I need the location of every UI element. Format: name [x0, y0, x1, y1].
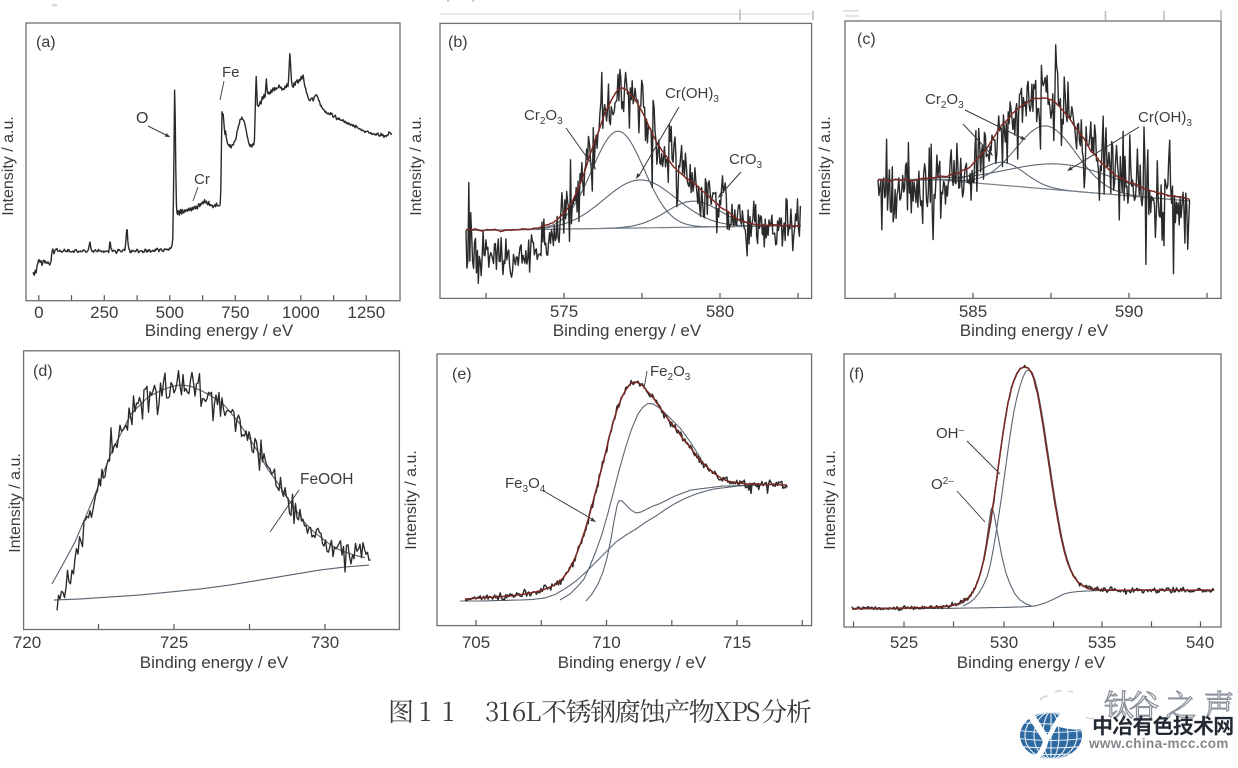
svg-text:500: 500	[156, 303, 184, 322]
svg-text:www.china-mcc.com: www.china-mcc.com	[1088, 736, 1229, 751]
svg-text:0: 0	[34, 303, 43, 322]
svg-text:710: 710	[592, 633, 620, 652]
svg-text:725: 725	[160, 633, 188, 652]
svg-text:Intensity / a.u.: Intensity / a.u.	[817, 116, 834, 216]
svg-text:Cr: Cr	[194, 171, 210, 188]
svg-text:Intensity / a.u.: Intensity / a.u.	[822, 450, 839, 550]
svg-text:(c): (c)	[857, 31, 876, 48]
svg-text:580: 580	[706, 302, 734, 321]
svg-text:715: 715	[723, 633, 751, 652]
svg-text:530: 530	[990, 633, 1018, 652]
svg-text:Intensity / a.u.: Intensity / a.u.	[403, 450, 420, 550]
svg-text:Binding energy / eV: Binding energy / eV	[140, 653, 289, 672]
svg-text:1250: 1250	[347, 303, 385, 322]
svg-text:Binding energy / eV: Binding energy / eV	[553, 321, 702, 340]
svg-text:590: 590	[1115, 302, 1143, 321]
svg-text:FeOOH: FeOOH	[300, 471, 353, 488]
svg-text:Cr2O3: Cr2O3	[925, 91, 964, 111]
svg-text:Cr(OH)3: Cr(OH)3	[1138, 109, 1192, 129]
svg-text:(e): (e)	[452, 366, 472, 383]
svg-text:Intensity / a.u.: Intensity / a.u.	[408, 116, 425, 216]
svg-text:1000: 1000	[282, 303, 320, 322]
svg-text:Binding energy / eV: Binding energy / eV	[145, 321, 294, 340]
svg-text:OH–: OH–	[936, 425, 965, 442]
svg-text:Binding energy / eV: Binding energy / eV	[960, 321, 1109, 340]
svg-text:Intensity / a.u.: Intensity / a.u.	[0, 116, 17, 216]
svg-text:750: 750	[221, 303, 249, 322]
svg-text:(a): (a)	[36, 34, 56, 51]
svg-text:720: 720	[13, 633, 41, 652]
svg-text:540: 540	[1186, 633, 1214, 652]
svg-text:705: 705	[462, 633, 490, 652]
svg-text:(d): (d)	[33, 363, 53, 380]
svg-text:CrO3: CrO3	[729, 151, 763, 171]
svg-text:Fe3O4: Fe3O4	[505, 475, 546, 495]
svg-text:525: 525	[890, 633, 918, 652]
svg-text:(b): (b)	[448, 34, 468, 51]
svg-text:730: 730	[311, 633, 339, 652]
svg-text:Fe: Fe	[222, 64, 240, 81]
svg-text:Fe2O3: Fe2O3	[650, 363, 691, 383]
svg-text:O: O	[136, 110, 148, 127]
svg-text:Binding energy / eV: Binding energy / eV	[558, 653, 707, 672]
svg-text:250: 250	[90, 303, 118, 322]
svg-text:(f): (f)	[849, 366, 864, 383]
svg-text:535: 535	[1088, 633, 1116, 652]
svg-text:575: 575	[550, 302, 578, 321]
svg-text:585: 585	[959, 302, 987, 321]
svg-text:Cr(OH)3: Cr(OH)3	[665, 85, 719, 105]
svg-text:Binding energy / eV: Binding energy / eV	[957, 653, 1106, 672]
svg-text:Cr2O3: Cr2O3	[524, 107, 563, 127]
svg-text:Intensity / a.u.: Intensity / a.u.	[7, 453, 24, 553]
